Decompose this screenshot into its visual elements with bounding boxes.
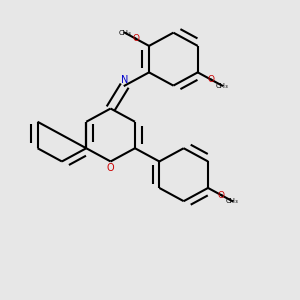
- Text: O: O: [107, 163, 114, 173]
- Text: O: O: [208, 75, 214, 84]
- Text: CH₃: CH₃: [118, 30, 131, 36]
- Text: O: O: [218, 191, 225, 200]
- Text: O: O: [132, 34, 139, 43]
- Text: CH₃: CH₃: [226, 198, 239, 204]
- Text: N: N: [121, 74, 128, 85]
- Text: CH₃: CH₃: [216, 82, 229, 88]
